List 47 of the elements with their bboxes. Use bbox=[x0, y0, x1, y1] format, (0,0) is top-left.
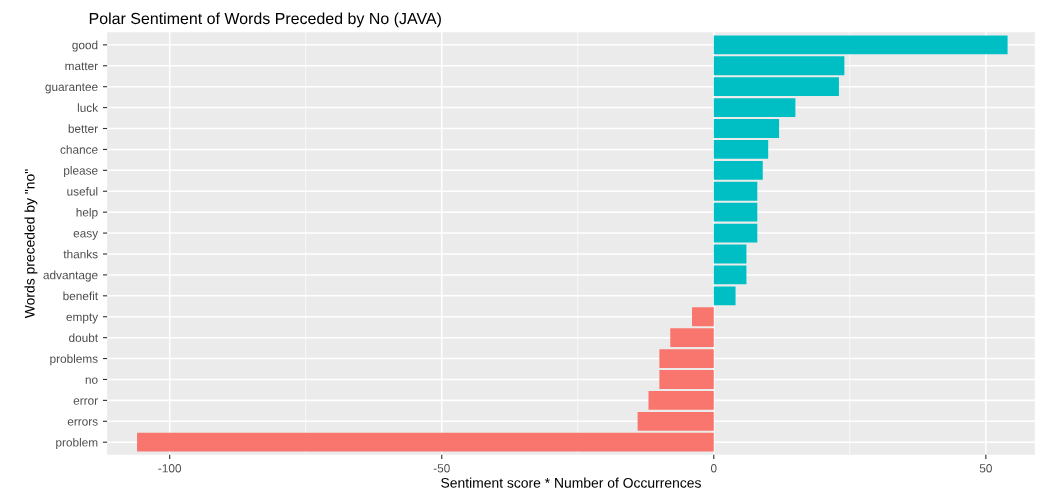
x-tick-label: 50 bbox=[979, 464, 992, 473]
y-tick-label: empty bbox=[66, 313, 99, 324]
y-tick-label: matter bbox=[65, 62, 98, 71]
bar bbox=[713, 160, 763, 180]
y-tick-label: problems bbox=[50, 354, 98, 366]
x-tick-label: 0 bbox=[710, 464, 717, 473]
bar bbox=[713, 119, 780, 138]
y-tick-label: benefit bbox=[63, 291, 99, 301]
y-tick-label: thanks bbox=[63, 249, 98, 259]
y-axis-title: Words preceded by "no" bbox=[24, 169, 38, 319]
y-tick-label: guarantee bbox=[45, 83, 98, 94]
y-tick-label: help bbox=[76, 207, 98, 219]
bar bbox=[713, 77, 839, 97]
y-tick-label: no bbox=[85, 377, 98, 384]
bar bbox=[713, 286, 736, 306]
bar bbox=[670, 328, 714, 348]
bar bbox=[713, 181, 758, 201]
bar bbox=[713, 56, 845, 76]
x-axis-title: Sentiment score * Number of Occurrences bbox=[441, 477, 701, 488]
bar bbox=[637, 411, 714, 431]
y-tick-label: better bbox=[68, 124, 98, 133]
bar bbox=[648, 390, 714, 410]
bar bbox=[713, 223, 758, 243]
bar bbox=[692, 307, 714, 327]
y-tick-label: errors bbox=[67, 419, 98, 426]
x-tick-label: -50 bbox=[433, 464, 450, 473]
bar bbox=[713, 202, 758, 222]
y-tick-label: doubt bbox=[69, 333, 99, 343]
bar bbox=[137, 432, 714, 452]
bar bbox=[713, 35, 1008, 55]
bar bbox=[659, 370, 714, 389]
y-tick-label: advantage bbox=[43, 270, 98, 282]
y-tick-label: problem bbox=[56, 437, 98, 449]
y-tick-label: useful bbox=[67, 186, 98, 196]
y-tick-label: good bbox=[72, 40, 98, 52]
y-tick-label: easy bbox=[73, 231, 99, 240]
bar bbox=[659, 349, 714, 368]
x-tick-label: -100 bbox=[158, 464, 182, 473]
y-tick-label: chance bbox=[60, 145, 98, 154]
chart-title: Polar Sentiment of Words Preceded by No (JAVA) bbox=[89, 12, 441, 28]
y-tick-label: luck bbox=[77, 103, 99, 112]
bar bbox=[713, 98, 796, 117]
y-tick-label: please bbox=[64, 166, 98, 178]
bar bbox=[713, 244, 747, 264]
bar bbox=[713, 140, 769, 159]
bar bbox=[713, 265, 747, 285]
y-tick-label: error bbox=[73, 398, 98, 405]
